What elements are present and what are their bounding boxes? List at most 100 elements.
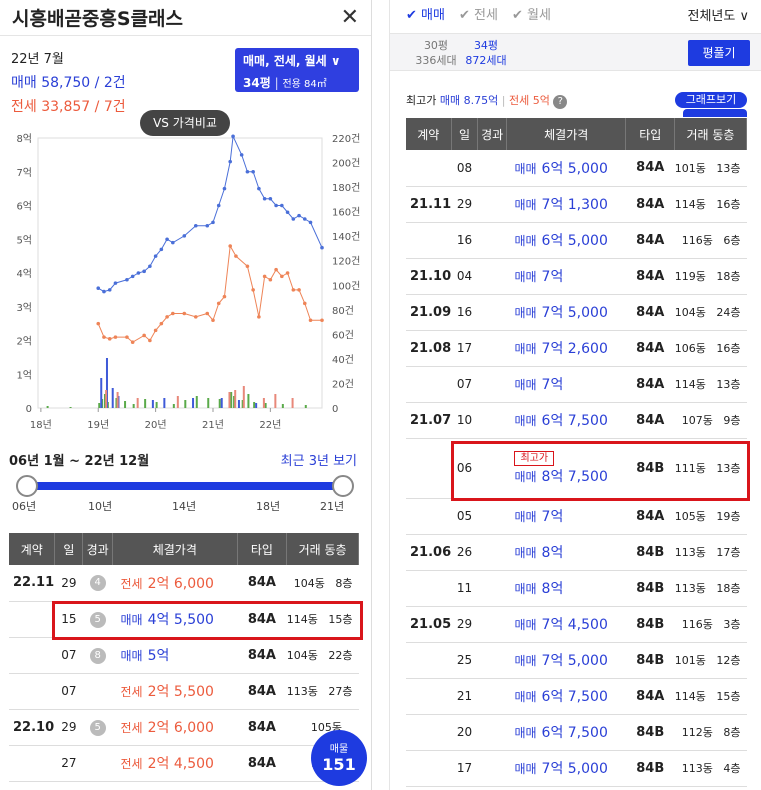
pyeong-button[interactable]: 평풀기	[688, 40, 750, 66]
cell-contract: 21.11	[406, 186, 452, 223]
deal-price: 8억 7,500	[541, 469, 608, 485]
deal-price: 7억 1,300	[541, 197, 608, 213]
close-icon[interactable]: ✕	[340, 5, 359, 30]
price-chart[interactable]: 8억 7억 6억 5억 4억 3억 2억 1억 0 220건 200건 180건 160건 140건 120…	[0, 126, 372, 436]
table-row[interactable]: 21.07 10 매매 6억 7,500 84A 107동 9층	[406, 402, 747, 439]
data-point	[211, 318, 215, 323]
tab-jeonse[interactable]: ✔ 전세	[458, 7, 498, 23]
col-header: 타입	[625, 118, 675, 150]
recent-3y-link[interactable]: 최근 3년 보기	[280, 454, 357, 469]
deal-kind: 매매	[514, 234, 537, 248]
tab-wolse[interactable]: ✔ 월세	[511, 7, 551, 23]
slider-end-handle[interactable]	[332, 475, 354, 497]
deal-price: 7억	[541, 269, 564, 285]
cell-price: 매매 7억 5,000	[506, 642, 626, 679]
tab-sale[interactable]: ✔ 매매	[406, 7, 445, 23]
listings-fab[interactable]: 매물 151	[311, 730, 367, 786]
volume-bar	[233, 396, 236, 408]
year-select[interactable]: 전체년도 ∨	[687, 9, 750, 24]
help-icon[interactable]: ?	[553, 95, 568, 109]
table-row[interactable]: 21.06 26 매매 8억 84B 113동 17층	[406, 534, 747, 571]
table-row[interactable]: 20 매매 6억 7,500 84B 112동 8층	[406, 714, 747, 751]
table-row[interactable]: 17 매매 7억 5,000 84B 113동 4층	[406, 750, 747, 787]
cell-day: 17	[451, 750, 478, 787]
cell-dong-floor: 104동 22층	[286, 637, 359, 674]
table-row[interactable]: 05 매매 7억 84A 105동 19층	[406, 498, 747, 535]
cell-type: 84A	[625, 366, 675, 403]
range-label: 06년 1월 ~ 22년 12월	[9, 454, 150, 469]
period-slider[interactable]	[16, 475, 354, 497]
table-row[interactable]: 07 전세 2억 5,500 84A 113동 27층	[9, 673, 359, 710]
deal-kind: 매매	[514, 582, 537, 596]
cell-contract	[406, 642, 452, 679]
col-header: 계약	[406, 118, 452, 150]
cell-price: 매매 6억 5,000	[506, 150, 626, 187]
volume-bar	[184, 400, 187, 408]
table-row[interactable]: 22.11 29 4 전세 2억 6,000 84A 104동 8층	[9, 565, 359, 602]
data-point	[257, 186, 261, 191]
volume-bar	[230, 392, 233, 408]
dong: 101동	[674, 654, 706, 667]
area-30[interactable]: 30평 336세대	[415, 39, 457, 67]
cell-elapsed	[477, 534, 507, 571]
table-row[interactable]: 22.10 29 5 전세 2억 6,000 84A 105동	[9, 709, 359, 746]
cell-elapsed	[477, 498, 507, 535]
data-point	[107, 288, 112, 292]
deal-price: 6억 7,500	[541, 689, 608, 705]
table-row[interactable]: 06 최고가 매매 8억 7,500 84B 111동 13층	[406, 438, 747, 499]
slider-tick: 21년	[320, 500, 345, 513]
y-left-tick: 0	[26, 404, 32, 415]
table-row[interactable]: 21.05 29 매매 7억 4,500 84B 116동 3층	[406, 606, 747, 643]
data-point	[245, 264, 250, 269]
table-row[interactable]: 15 5 매매 4억 5,500 84A 114동 15층	[9, 601, 359, 638]
cell-elapsed	[477, 186, 507, 223]
cell-type: 84A	[237, 565, 287, 602]
data-point	[136, 271, 141, 275]
cell-price: 매매 7억	[506, 258, 626, 295]
table-row[interactable]: 21.08 17 매매 7억 2,600 84A 106동 16층	[406, 330, 747, 367]
table-row[interactable]: 08 매매 6억 5,000 84A 101동 13층	[406, 150, 747, 187]
y-left-tick: 1억	[16, 369, 32, 381]
right-panel: ✔ 매매 ✔ 전세 ✔ 월세 전체년도 ∨ 30평 336세대 34평 872세대 …	[389, 0, 761, 790]
elapsed-badge: 8	[89, 647, 106, 664]
table-row[interactable]: 21 매매 6억 7,500 84A 114동 15층	[406, 678, 747, 715]
highlight-box	[451, 441, 750, 501]
cell-elapsed	[82, 745, 113, 782]
deal-kind: 매매	[514, 510, 537, 524]
data-point	[130, 340, 135, 344]
table-row[interactable]: 07 매매 7억 84A 114동 13층	[406, 366, 747, 403]
col-header: 일	[451, 118, 479, 150]
cell-price: 최고가 매매 8억 7,500	[506, 438, 626, 499]
table-row[interactable]: 16 매매 6억 5,000 84A 116동 6층	[406, 222, 747, 259]
table-row[interactable]: 21.10 04 매매 7억 84A 119동 18층	[406, 258, 747, 295]
cell-type: 84B	[625, 714, 675, 751]
cell-contract: 21.10	[406, 258, 452, 295]
volume-bar	[253, 402, 256, 408]
cell-elapsed	[477, 750, 507, 787]
deal-type-selector[interactable]: 매매, 전세, 월세 ∨ 34평 | 전용 84㎡	[235, 48, 359, 92]
cell-price: 전세 2억 5,500	[112, 673, 238, 710]
graph-view-button[interactable]: 그래프보기	[675, 92, 747, 108]
table-row[interactable]: 07 8 매매 5억 84A 104동 22층	[9, 637, 359, 674]
data-point	[153, 254, 158, 258]
data-point	[228, 159, 233, 164]
vs-compare-button[interactable]: VS 가격비교	[140, 110, 230, 136]
floor: 15층	[716, 690, 741, 703]
table-row[interactable]: 25 매매 7억 5,000 84B 101동 12층	[406, 642, 747, 679]
data-point	[285, 271, 290, 275]
volume-bar	[155, 402, 158, 408]
col-header: 체결가격	[112, 533, 238, 565]
cell-type: 84A	[625, 498, 675, 535]
area-34[interactable]: 34평 872세대	[465, 39, 507, 67]
floor: 4층	[723, 762, 741, 775]
slider-start-handle[interactable]	[16, 475, 38, 497]
table-row[interactable]: 21.11 29 매매 7억 1,300 84A 114동 16층	[406, 186, 747, 223]
cell-contract	[406, 750, 452, 787]
table-row[interactable]: 21.09 16 매매 7억 5,000 84A 104동 24층	[406, 294, 747, 331]
data-point	[231, 134, 235, 139]
y-right-tick: 20건	[332, 378, 354, 390]
cell-contract: 22.11	[9, 565, 55, 602]
table-row[interactable]: 11 매매 8억 84B 113동 18층	[406, 570, 747, 607]
cell-contract: 21.08	[406, 330, 452, 367]
